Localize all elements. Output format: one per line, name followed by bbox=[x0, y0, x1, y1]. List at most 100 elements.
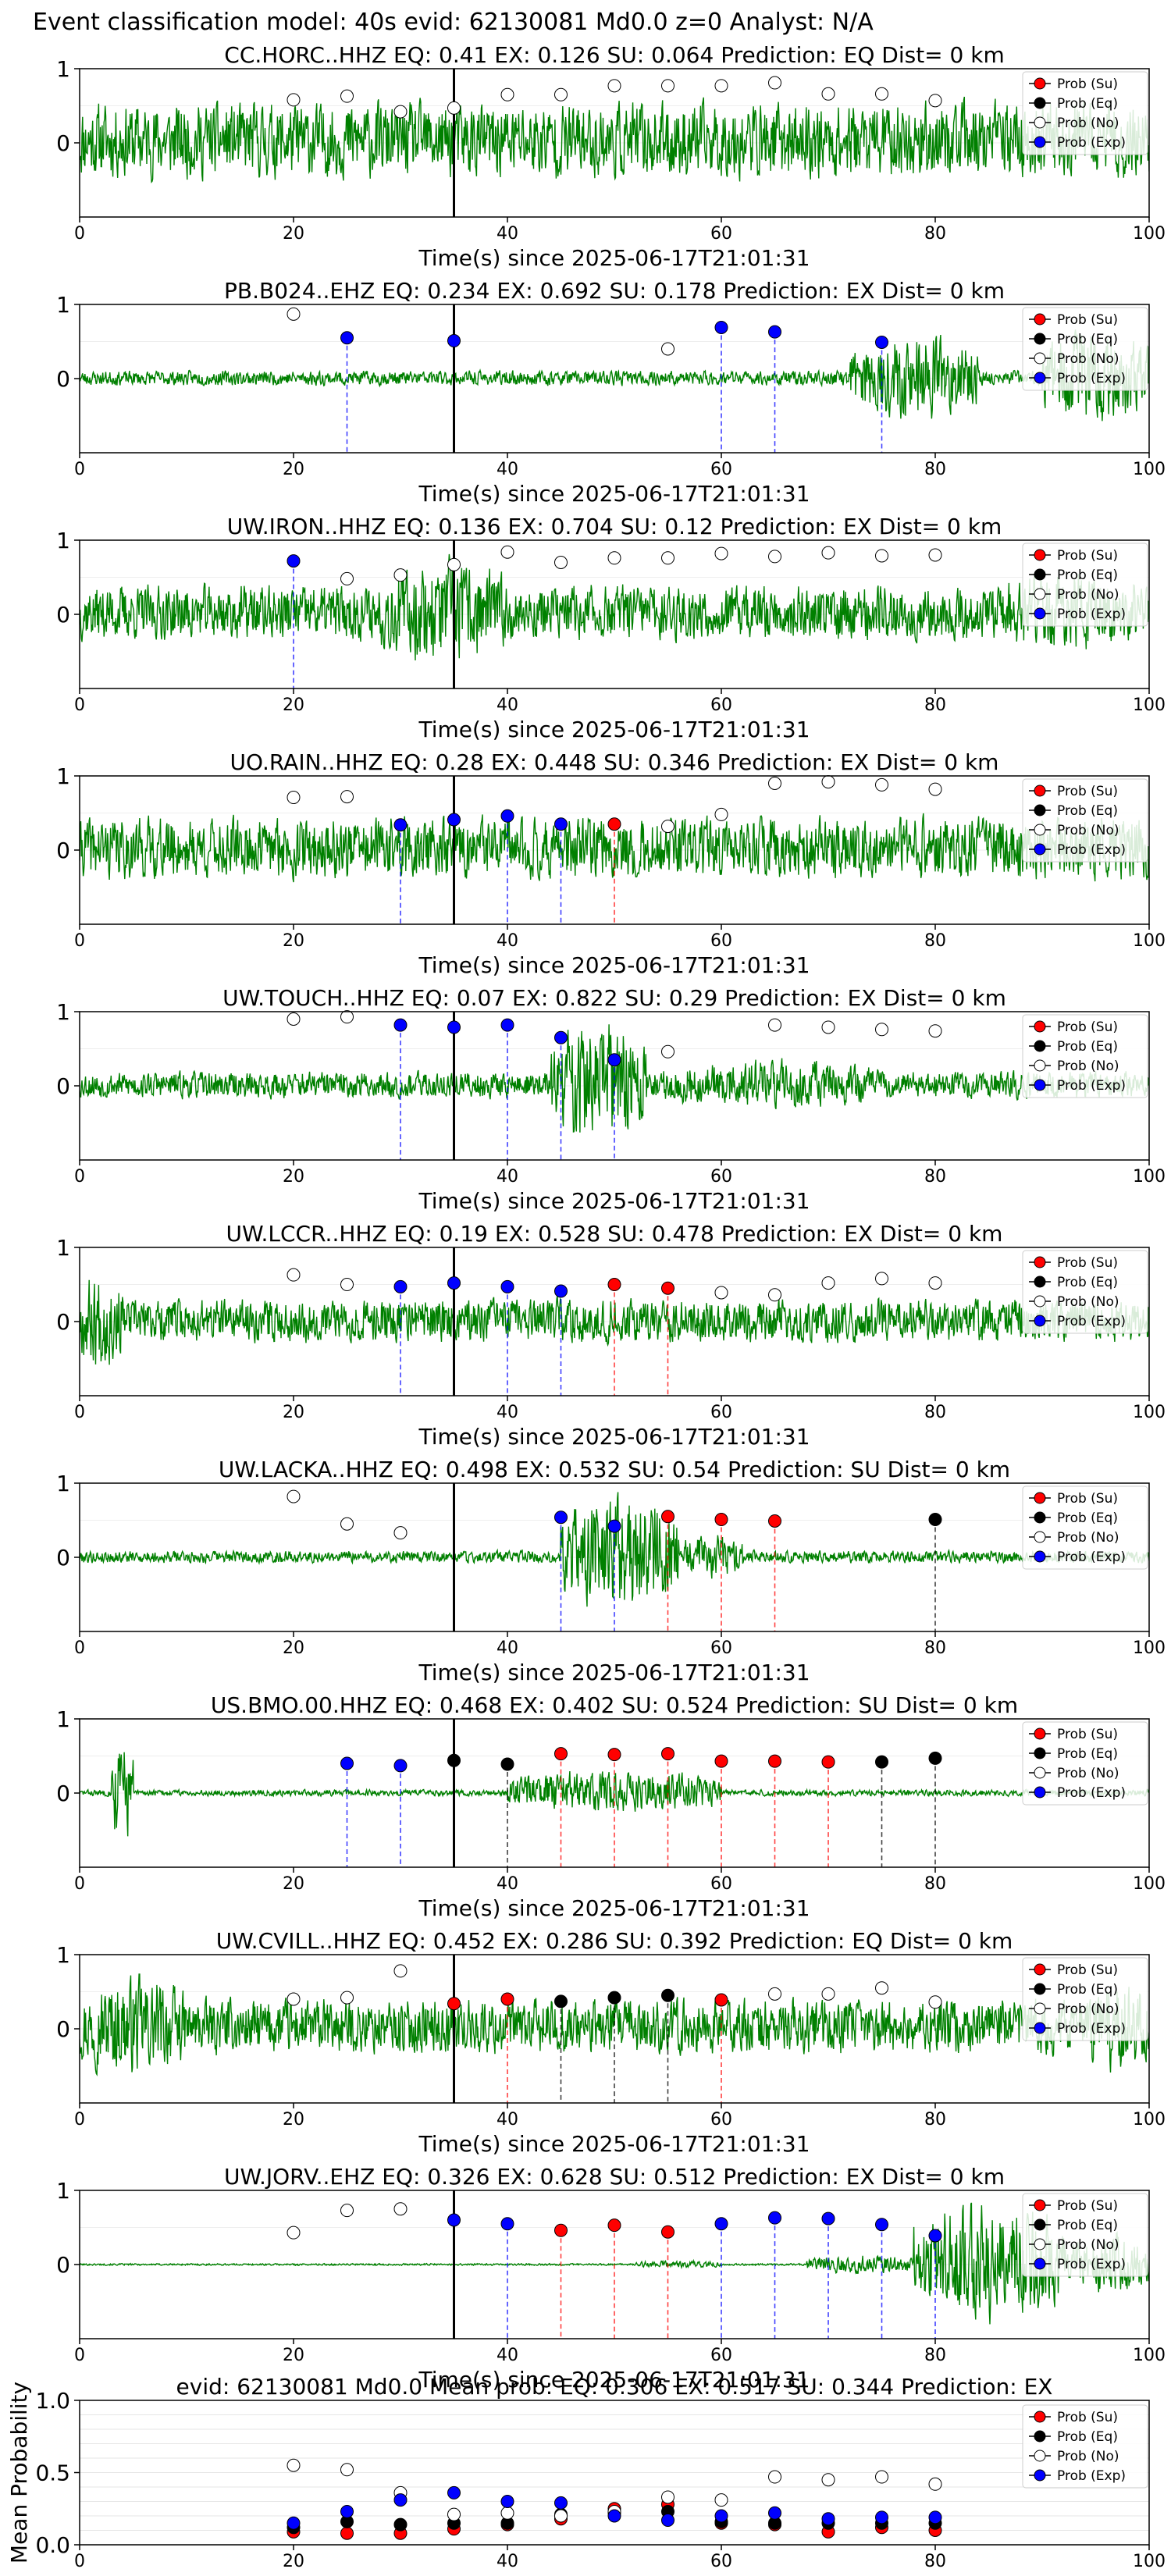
waveform-trace bbox=[80, 2202, 1149, 2325]
x-tick-label: 20 bbox=[283, 2110, 304, 2129]
x-tick-label: 40 bbox=[497, 1403, 518, 1422]
panel-3: UW.IRON..HHZ EQ: 0.136 EX: 0.704 SU: 0.1… bbox=[56, 514, 1166, 742]
panel-1: CC.HORC..HHZ EQ: 0.41 EX: 0.126 SU: 0.06… bbox=[56, 42, 1166, 271]
x-tick-label: 0 bbox=[74, 1638, 85, 1658]
legend-box bbox=[1022, 778, 1148, 863]
legend-marker-eq bbox=[1034, 804, 1046, 817]
legend-label-no: Prob (No) bbox=[1057, 2001, 1119, 2017]
legend-label-no: Prob (No) bbox=[1057, 1294, 1119, 1310]
y-tick-label: 0 bbox=[56, 1073, 70, 1099]
legend-label-eq: Prob (Eq) bbox=[1057, 1746, 1118, 1762]
prob-no-marker bbox=[821, 1987, 835, 2001]
waveform-group bbox=[80, 553, 1149, 661]
legend-label-exp: Prob (Exp) bbox=[1057, 2021, 1126, 2037]
mean-prob-no-marker bbox=[821, 2473, 835, 2487]
prob-no-marker bbox=[661, 1044, 674, 1059]
legend-marker-no bbox=[1034, 1295, 1046, 1308]
mean-probability-panel: evid: 62130081 Md0.0 Mean prob: EQ: 0.30… bbox=[6, 2374, 1166, 2571]
prob-su-marker bbox=[607, 2218, 621, 2233]
panel-title: UW.TOUCH..HHZ EQ: 0.07 EX: 0.822 SU: 0.2… bbox=[222, 985, 1006, 1011]
legend-label-su: Prob (Su) bbox=[1057, 312, 1118, 328]
mean-prob-exp-marker bbox=[661, 2514, 674, 2528]
prob-eq-marker bbox=[447, 1753, 461, 1767]
prob-exp-marker bbox=[928, 2229, 942, 2243]
x-tick-label: 40 bbox=[497, 2346, 518, 2365]
prob-no-marker bbox=[928, 1995, 942, 2009]
x-tick-label: 80 bbox=[924, 1403, 946, 1422]
x-tick-label: 80 bbox=[924, 931, 946, 951]
prob-su-marker bbox=[768, 1514, 781, 1528]
prob-no-marker bbox=[340, 89, 354, 103]
panel-title: PB.B024..EHZ EQ: 0.234 EX: 0.692 SU: 0.1… bbox=[224, 278, 1005, 304]
panel-title: UW.CVILL..HHZ EQ: 0.452 EX: 0.286 SU: 0.… bbox=[216, 1928, 1013, 1954]
legend-marker-no bbox=[1034, 352, 1046, 365]
prob-su-marker bbox=[607, 817, 621, 831]
prob-no-marker bbox=[661, 820, 674, 834]
waveform-group bbox=[80, 96, 1149, 183]
prob-exp-marker bbox=[500, 2217, 514, 2231]
y-tick-label: 1 bbox=[56, 763, 70, 789]
panel-title: UW.IRON..HHZ EQ: 0.136 EX: 0.704 SU: 0.1… bbox=[227, 514, 1002, 539]
prob-no-marker bbox=[500, 545, 514, 559]
legend: Prob (Su) Prob (Eq) Prob (No) Prob (Exp) bbox=[1022, 1250, 1148, 1334]
legend-label-no: Prob (No) bbox=[1057, 823, 1119, 838]
mean-prob-exp-marker bbox=[821, 2512, 835, 2526]
legend-marker-su bbox=[1034, 549, 1046, 561]
x-tick-label: 100 bbox=[1133, 696, 1166, 715]
legend-marker-exp bbox=[1034, 1315, 1046, 1327]
prob-no-marker bbox=[821, 1276, 835, 1290]
x-tick-label: 40 bbox=[497, 2110, 518, 2129]
prob-no-marker bbox=[714, 79, 728, 93]
prob-no-marker bbox=[287, 307, 301, 321]
x-tick-label: 80 bbox=[924, 460, 946, 479]
x-tick-label: 80 bbox=[924, 2346, 946, 2365]
legend-label-no: Prob (No) bbox=[1057, 351, 1119, 367]
prob-no-marker bbox=[287, 1992, 301, 2006]
legend-label-exp: Prob (Exp) bbox=[1057, 2257, 1126, 2272]
legend: Prob (Su) Prob (Eq) Prob (No) Prob (Exp) bbox=[1022, 2404, 1148, 2489]
legend-box bbox=[1022, 543, 1148, 627]
legend-box bbox=[1022, 1721, 1148, 1806]
prob-exp-marker bbox=[714, 2217, 728, 2231]
legend-marker-su bbox=[1034, 1256, 1046, 1268]
legend-label-su: Prob (Su) bbox=[1057, 2410, 1118, 2425]
waveform-trace bbox=[80, 329, 1149, 422]
panel-6: UW.LCCR..HHZ EQ: 0.19 EX: 0.528 SU: 0.47… bbox=[56, 1221, 1166, 1450]
prob-no-marker bbox=[875, 549, 888, 563]
mean-prob-exp-marker bbox=[447, 2485, 461, 2500]
mean-prob-no-marker bbox=[714, 2493, 728, 2507]
prob-no-marker bbox=[714, 1286, 728, 1300]
x-tick-label: 60 bbox=[710, 1874, 732, 1894]
legend-marker-eq bbox=[1034, 1511, 1046, 1524]
prob-no-marker bbox=[661, 79, 674, 93]
mean-prob-no-marker bbox=[554, 2509, 568, 2523]
x-tick-label: 40 bbox=[497, 1167, 518, 1187]
panel-8: US.BMO.00.HHZ EQ: 0.468 EX: 0.402 SU: 0.… bbox=[56, 1692, 1166, 1921]
x-tick-label: 80 bbox=[924, 1167, 946, 1187]
prob-exp-marker bbox=[393, 1018, 408, 1032]
legend-marker-no bbox=[1034, 2450, 1046, 2462]
legend-label-eq: Prob (Eq) bbox=[1057, 1039, 1118, 1055]
panel-7: UW.LACKA..HHZ EQ: 0.498 EX: 0.532 SU: 0.… bbox=[56, 1457, 1166, 1685]
legend-marker-no bbox=[1034, 588, 1046, 600]
mean-prob-no-marker bbox=[340, 2463, 354, 2477]
x-axis-label: Time(s) since 2025-06-17T21:01:31 bbox=[418, 952, 810, 978]
mean-prob-exp-marker bbox=[287, 2516, 301, 2530]
legend-marker-no bbox=[1034, 2002, 1046, 2015]
x-tick-label: 80 bbox=[924, 2552, 946, 2571]
legend-marker-exp bbox=[1034, 2022, 1046, 2034]
x-tick-label: 20 bbox=[283, 1403, 304, 1422]
x-axis-label: Time(s) since 2025-06-17T21:01:31 bbox=[418, 2367, 810, 2393]
prob-exp-marker bbox=[875, 2218, 888, 2232]
mean-prob-su-marker bbox=[340, 2526, 354, 2540]
mean-prob-exp-marker bbox=[554, 2496, 568, 2510]
waveform-trace bbox=[80, 813, 1149, 883]
legend-marker-no bbox=[1034, 2238, 1046, 2250]
prob-no-marker bbox=[607, 79, 621, 93]
prob-su-marker bbox=[607, 1748, 621, 1762]
prob-exp-marker bbox=[447, 1020, 461, 1034]
prob-no-marker bbox=[875, 1023, 888, 1037]
legend-label-exp: Prob (Exp) bbox=[1057, 607, 1126, 622]
prob-no-marker bbox=[500, 87, 514, 101]
